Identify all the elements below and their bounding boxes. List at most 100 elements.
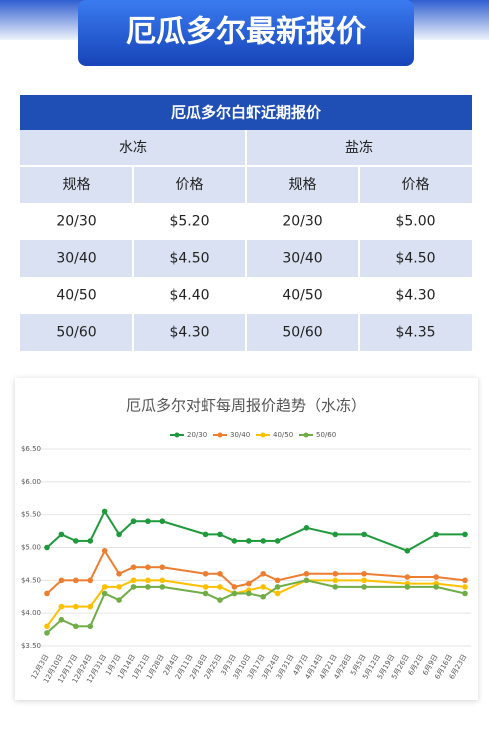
line-segment: [436, 576, 466, 582]
cell: $4.35: [395, 325, 435, 341]
point: [433, 584, 439, 590]
line-segment: [89, 510, 106, 542]
point: [303, 525, 310, 531]
point: [404, 584, 411, 590]
point: [332, 531, 339, 538]
point: [245, 590, 252, 597]
line-segment: [306, 579, 336, 588]
point: [116, 584, 122, 590]
point: [231, 538, 238, 544]
point: [462, 531, 468, 538]
point: [73, 623, 79, 630]
point: [231, 584, 238, 590]
line-segment: [277, 579, 307, 595]
line-segment: [46, 618, 63, 634]
header-title: 厄瓜多尔最新报价: [126, 15, 366, 50]
point: [361, 570, 367, 577]
cell: 40/50: [282, 288, 322, 304]
point: [332, 584, 339, 590]
line-segment: [363, 533, 408, 552]
y-tick-label: $5.50: [21, 511, 41, 519]
line-segment: [89, 586, 106, 608]
point: [462, 590, 468, 597]
point: [260, 570, 267, 577]
legend-label: 20/30: [187, 431, 207, 439]
point: [58, 531, 65, 538]
point: [202, 570, 209, 577]
cell: $5.20: [169, 214, 209, 230]
cell: $4.50: [395, 251, 435, 267]
legend-marker: [217, 432, 223, 438]
point: [202, 590, 209, 597]
point: [433, 574, 439, 580]
point: [130, 564, 137, 570]
column-header: 规格: [63, 177, 91, 193]
point: [332, 577, 339, 584]
point: [130, 518, 137, 525]
point: [274, 584, 281, 590]
chart-box: [15, 378, 478, 700]
line-segment: [277, 526, 307, 542]
column-header: 规格: [289, 177, 317, 193]
line-segment: [162, 566, 206, 575]
cell: 50/60: [282, 325, 322, 341]
cell: $4.30: [395, 288, 435, 304]
point: [159, 584, 166, 590]
line-segment: [89, 593, 106, 627]
cell: 20/30: [282, 214, 322, 230]
point: [361, 584, 367, 590]
point: [58, 603, 65, 610]
legend-label: 30/40: [230, 431, 250, 439]
point: [87, 538, 94, 544]
point: [274, 577, 281, 584]
point: [404, 574, 411, 580]
cell: $5.00: [395, 214, 435, 230]
point: [44, 623, 50, 630]
line-segment: [89, 550, 106, 581]
point: [462, 584, 468, 590]
line-segment: [46, 533, 63, 549]
point: [404, 547, 411, 554]
point: [87, 623, 94, 630]
point: [303, 570, 310, 577]
banner: [78, 0, 414, 66]
point: [73, 538, 79, 544]
point: [202, 531, 209, 538]
point: [130, 584, 137, 590]
y-tick-label: $5.00: [21, 544, 41, 552]
point: [44, 630, 50, 636]
point: [145, 584, 151, 590]
legend-marker: [260, 432, 266, 438]
point: [44, 544, 50, 551]
point: [73, 577, 79, 584]
line-segment: [162, 520, 206, 536]
y-tick-label: $4.50: [21, 576, 41, 584]
point: [159, 518, 166, 525]
point: [217, 531, 223, 538]
table-title: 厄瓜多尔白虾近期报价: [171, 104, 322, 122]
y-tick-label: $6.50: [21, 445, 41, 453]
point: [145, 577, 151, 584]
y-tick-label: $3.50: [21, 642, 41, 650]
point: [217, 584, 223, 590]
point: [260, 538, 267, 544]
legend-marker: [303, 432, 309, 438]
column-header: 价格: [176, 177, 204, 193]
line-segment: [435, 585, 466, 595]
y-tick-label: $6.00: [21, 478, 41, 486]
chart-title: 厄瓜多尔对虾每周报价趋势（水冻）: [126, 397, 366, 415]
cell: 30/40: [282, 251, 322, 267]
point: [145, 564, 151, 570]
line-segment: [118, 586, 135, 601]
point: [231, 590, 238, 597]
point: [101, 508, 108, 515]
point: [145, 518, 151, 525]
line-segment: [306, 526, 336, 536]
point: [101, 590, 108, 597]
line-segment: [219, 573, 236, 588]
column-header: 价格: [402, 177, 430, 193]
point: [87, 577, 94, 584]
